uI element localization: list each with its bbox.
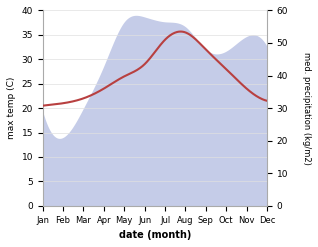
- Y-axis label: med. precipitation (kg/m2): med. precipitation (kg/m2): [302, 52, 311, 165]
- Y-axis label: max temp (C): max temp (C): [7, 77, 16, 139]
- X-axis label: date (month): date (month): [119, 230, 191, 240]
